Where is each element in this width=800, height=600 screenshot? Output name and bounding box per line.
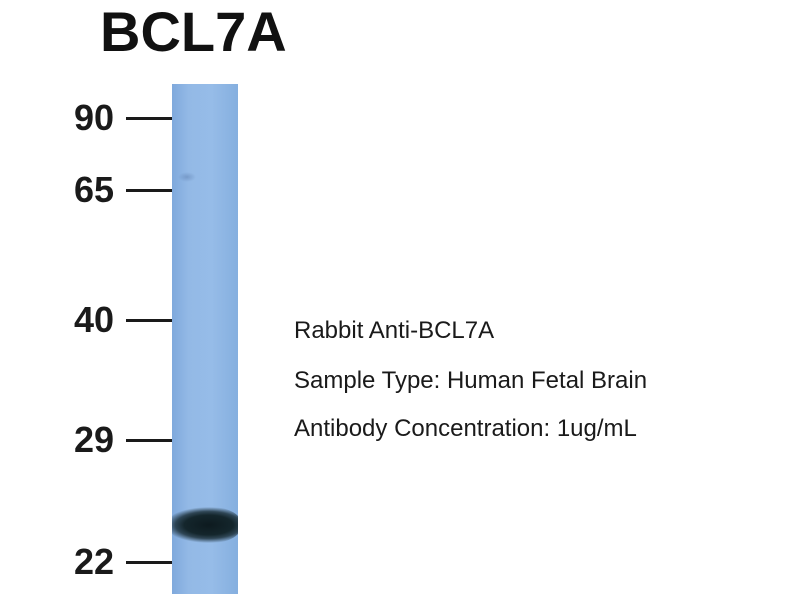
marker-tick xyxy=(126,319,174,322)
antibody-label: Rabbit Anti-BCL7A xyxy=(294,317,495,344)
marker-tick xyxy=(126,117,174,120)
blot-title: BCL7A xyxy=(100,0,287,63)
marker-65: 65 xyxy=(74,170,174,210)
protein-band xyxy=(172,507,238,543)
marker-label: 65 xyxy=(74,169,115,210)
marker-90: 90 xyxy=(74,98,174,138)
marker-label: 90 xyxy=(74,97,115,138)
marker-tick xyxy=(126,561,174,564)
marker-40: 40 xyxy=(74,300,174,340)
marker-tick xyxy=(126,189,174,192)
faint-band xyxy=(178,172,196,182)
blot-lane xyxy=(172,84,238,594)
sample-type-label: Sample Type: Human Fetal Brain xyxy=(294,367,648,394)
marker-label: 40 xyxy=(74,299,115,340)
concentration-label: Antibody Concentration: 1ug/mL xyxy=(294,415,637,442)
marker-tick xyxy=(126,439,174,442)
marker-22: 22 xyxy=(74,542,174,582)
marker-label: 22 xyxy=(74,541,115,582)
marker-29: 29 xyxy=(74,420,174,460)
marker-label: 29 xyxy=(74,419,115,460)
